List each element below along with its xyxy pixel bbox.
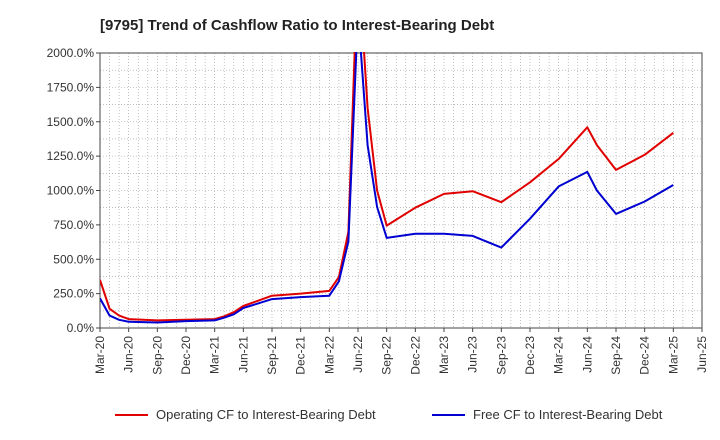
grid-layer [99, 52, 703, 329]
y-tick-label: 2000.0% [47, 46, 95, 60]
series-line-free-cf [100, 52, 674, 324]
y-tick-label: 250.0% [53, 287, 94, 301]
x-tick-label: Sep-21 [265, 336, 279, 375]
x-tick-label: Dec-20 [179, 336, 193, 375]
x-tick-label: Dec-22 [408, 336, 422, 375]
x-tick-label: Sep-22 [380, 336, 394, 375]
x-tick-label: Mar-24 [552, 336, 566, 374]
y-tick-label: 1500.0% [47, 115, 95, 129]
legend-label-operating-cf: Operating CF to Interest-Bearing Debt [156, 407, 376, 422]
y-tick-label: 1250.0% [47, 149, 95, 163]
y-tick-label: 0.0% [67, 321, 95, 335]
x-tick-label: Mar-20 [93, 336, 107, 374]
series-layer [100, 52, 674, 324]
y-tick-label: 1000.0% [47, 184, 95, 198]
x-tick-label: Dec-24 [638, 336, 652, 375]
x-tick-label: Jun-21 [236, 336, 250, 373]
x-tick-layer: Mar-20 Jun-20 Sep-20 Dec-20 Mar-21 Jun-21 Sep-… [93, 328, 709, 375]
x-tick-label: Sep-23 [494, 336, 508, 375]
x-tick-label: Mar-21 [208, 336, 222, 374]
legend-label-free-cf: Free CF to Interest-Bearing Debt [473, 407, 663, 422]
x-tick-label: Mar-22 [322, 336, 336, 374]
x-tick-label: Jun-23 [466, 336, 480, 373]
x-tick-label: Mar-23 [437, 336, 451, 374]
series-line-operating-cf [100, 52, 674, 322]
x-tick-label: Jun-22 [351, 336, 365, 373]
x-tick-label: Dec-23 [523, 336, 537, 375]
chart-title: [9795] Trend of Cashflow Ratio to Intere… [100, 17, 494, 34]
x-tick-label: Jun-25 [695, 336, 709, 373]
x-tick-label: Mar-25 [666, 336, 680, 374]
x-tick-label: Jun-20 [122, 336, 136, 373]
y-tick-layer: 0.0% 250.0% 500.0% 750.0% 1000.0% 1250.0% 1500… [47, 46, 100, 335]
x-tick-label: Dec-21 [294, 336, 308, 375]
y-tick-label: 750.0% [53, 218, 94, 232]
y-tick-label: 1750.0% [47, 80, 95, 94]
x-tick-label: Sep-24 [609, 336, 623, 375]
y-tick-label: 500.0% [53, 252, 94, 266]
x-tick-label: Sep-20 [150, 336, 164, 375]
x-tick-label: Jun-24 [580, 336, 594, 373]
legend: Operating CF to Interest-Bearing Debt Fr… [115, 407, 663, 422]
